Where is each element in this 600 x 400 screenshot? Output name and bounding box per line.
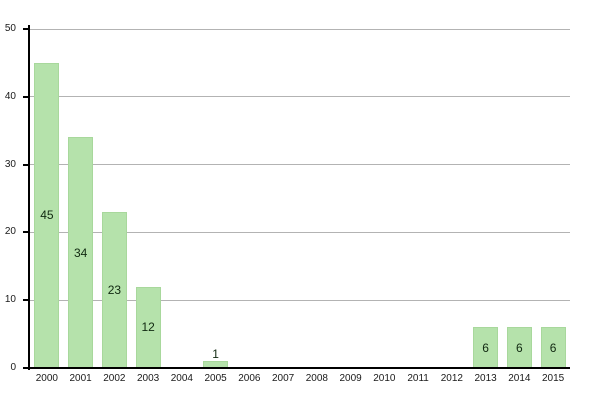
x-tick-label-2014: 2014 xyxy=(508,373,531,384)
y-tick-20 xyxy=(23,231,30,234)
y-tick-50 xyxy=(23,28,30,30)
bar-2015 xyxy=(540,327,566,368)
y-tick-0 xyxy=(23,367,30,369)
x-tick-label-2009: 2009 xyxy=(339,373,362,384)
bar-2014 xyxy=(506,327,532,368)
y-tick-label-10: 10 xyxy=(4,294,16,306)
gridline-y-50 xyxy=(30,28,570,30)
bar-value-label-2001: 34 xyxy=(73,245,88,260)
gridline-y-30 xyxy=(30,164,570,166)
y-tick-40 xyxy=(23,95,30,98)
plot-area: 45 34 23 12 1 6 6 6 xyxy=(30,29,570,368)
y-tick-label-0: 0 xyxy=(10,362,16,373)
x-tick-label-2007: 2007 xyxy=(272,373,295,384)
bar-value-label-2000: 45 xyxy=(40,208,54,223)
x-tick-label-2015: 2015 xyxy=(542,373,565,384)
bar-value-label-2014: 6 xyxy=(516,340,523,355)
x-tick-label-2010: 2010 xyxy=(373,373,396,384)
bar-2013 xyxy=(473,327,499,368)
y-tick-label-50: 50 xyxy=(4,23,16,34)
bar-value-label-2015: 6 xyxy=(549,340,557,355)
bar-2003 xyxy=(135,286,161,368)
bar-2000 xyxy=(34,62,60,368)
bar-value-label-2013: 6 xyxy=(482,340,489,355)
y-axis-line xyxy=(28,25,30,370)
bar-2002 xyxy=(101,212,127,368)
x-tick-label-2004: 2004 xyxy=(170,373,193,384)
x-tick-label-2001: 2001 xyxy=(69,373,92,384)
y-tick-30 xyxy=(23,163,30,166)
x-tick-label-2006: 2006 xyxy=(238,373,261,384)
gridline-y-20 xyxy=(30,231,570,233)
bar-value-label-2005: 1 xyxy=(212,347,219,362)
x-tick-label-2011: 2011 xyxy=(407,373,429,384)
x-axis-line xyxy=(28,367,570,369)
x-tick-label-2013: 2013 xyxy=(474,373,497,384)
y-tick-label-30: 30 xyxy=(4,158,16,170)
x-tick-label-2008: 2008 xyxy=(305,373,328,384)
y-tick-label-20: 20 xyxy=(4,226,16,238)
x-tick-label-2005: 2005 xyxy=(204,373,227,384)
gridline-y-10 xyxy=(30,299,570,301)
gridline-y-40 xyxy=(30,96,570,98)
x-tick-label-2012: 2012 xyxy=(440,373,463,384)
y-tick-10 xyxy=(23,299,30,302)
bar-value-label-2003: 12 xyxy=(141,320,155,335)
x-tick-label-2003: 2003 xyxy=(137,373,160,384)
x-tick-label-2000: 2000 xyxy=(35,373,58,384)
x-tick-label-2002: 2002 xyxy=(103,373,126,384)
y-tick-label-40: 40 xyxy=(4,90,16,102)
bar-value-label-2002: 23 xyxy=(107,283,122,298)
